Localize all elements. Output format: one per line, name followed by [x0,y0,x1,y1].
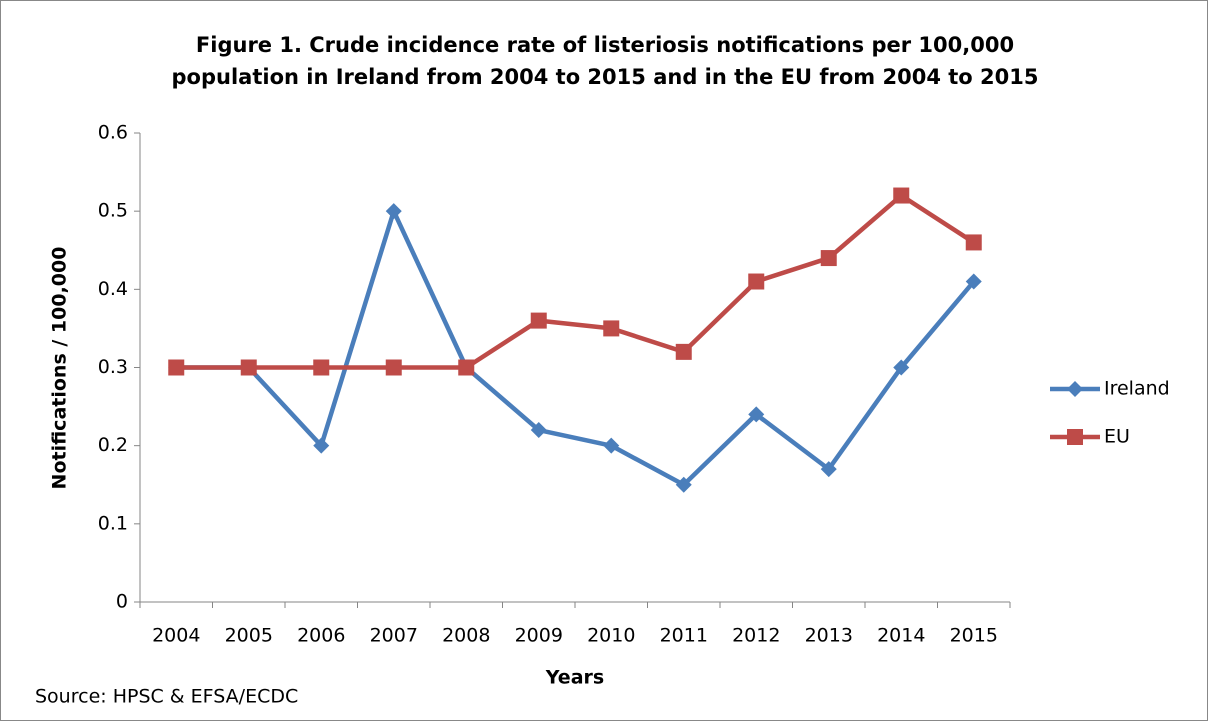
legend-marker [1067,429,1083,445]
data-point [385,203,402,220]
x-tick-label: 2005 [225,625,273,647]
y-axis-label: Notifications / 100,000 [49,247,71,490]
data-point [965,273,982,290]
data-point [313,359,330,376]
data-point [240,359,257,376]
x-tick-label: 2007 [370,625,418,647]
source-note: Source: HPSC & EFSA/ECDC [35,686,298,708]
x-tick-label: 2009 [515,625,563,647]
y-tick-label: 0.2 [98,434,128,456]
data-point [820,461,837,478]
data-point [893,359,910,376]
data-point [530,312,547,329]
series-line [176,208,976,487]
data-point [385,359,402,376]
y-tick-label: 0.6 [98,122,128,144]
x-tick-label: 2015 [950,625,998,647]
data-point [675,476,692,493]
data-point [603,437,620,454]
data-point [965,234,982,251]
y-tick-label: 0.3 [98,356,128,378]
x-tick-label: 2008 [442,625,490,647]
data-point [893,187,910,204]
data-point [168,359,185,376]
data-point [748,406,765,423]
x-tick-label: 2014 [877,625,925,647]
y-tick-label: 0.1 [98,512,128,534]
chart-title: Figure 1. Crude incidence rate of lister… [196,33,1014,57]
data-point [748,273,765,290]
x-tick-label: 2011 [660,625,708,647]
x-tick-label: 2006 [297,625,345,647]
x-tick-label: 2012 [732,625,780,647]
y-tick-label: 0.5 [98,200,128,222]
x-tick-label: 2010 [587,625,635,647]
data-point [820,250,837,267]
y-tick-label: 0.4 [98,278,128,300]
x-axis-label: Years [545,667,604,689]
legend-label: EU [1104,426,1130,448]
chart-title: population in Ireland from 2004 to 2015 … [172,65,1039,89]
legend-marker [1067,381,1083,397]
series-line [176,193,975,370]
data-point [458,359,475,376]
y-tick-label: 0 [116,591,128,613]
x-tick-label: 2013 [805,625,853,647]
legend-label: Ireland [1104,378,1170,400]
data-point [675,343,692,360]
data-point [313,437,330,454]
x-tick-label: 2004 [152,625,200,647]
data-point [603,320,620,337]
data-point [530,422,547,439]
